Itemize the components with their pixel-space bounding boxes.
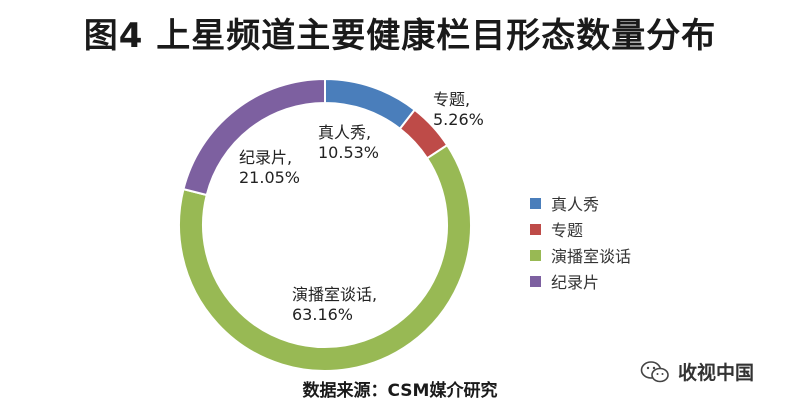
data-label-value-feature: 5.26% bbox=[433, 110, 484, 129]
chart-legend: 真人秀 专题 演播室谈话 纪录片 bbox=[530, 190, 631, 294]
legend-item-documentary: 纪录片 bbox=[530, 268, 631, 294]
chart-title: 图4 上星频道主要健康栏目形态数量分布 bbox=[83, 16, 717, 56]
wechat-icon bbox=[640, 360, 669, 382]
legend-label-studio-talk: 演播室谈话 bbox=[551, 247, 632, 266]
data-label-value-documentary: 21.05% bbox=[239, 168, 300, 187]
data-source: 数据来源：CSM媒介研究 bbox=[302, 381, 498, 401]
legend-swatch-reality-show bbox=[530, 197, 541, 209]
donut-segment-studio-talk bbox=[178, 143, 472, 372]
data-label-name-studio-talk: 演播室谈话, bbox=[292, 285, 377, 304]
legend-swatch-documentary bbox=[530, 275, 541, 287]
watermark: 收视中国 bbox=[640, 358, 754, 385]
donut-segments bbox=[178, 77, 472, 372]
legend-swatch-studio-talk bbox=[530, 249, 541, 261]
data-label-value-studio-talk: 63.16% bbox=[292, 305, 353, 324]
data-label-name-documentary: 纪录片, bbox=[239, 148, 292, 167]
legend-label-feature: 专题 bbox=[551, 221, 584, 240]
data-label-value-reality-show: 10.53% bbox=[318, 143, 379, 162]
legend-item-feature: 专题 bbox=[530, 216, 631, 242]
legend-item-studio-talk: 演播室谈话 bbox=[530, 242, 631, 268]
legend-item-reality-show: 真人秀 bbox=[530, 190, 631, 216]
watermark-text: 收视中国 bbox=[678, 362, 755, 384]
data-label-name-reality-show: 真人秀, bbox=[318, 123, 371, 142]
data-label-name-feature: 专题, bbox=[433, 90, 470, 109]
data-labels: 真人秀,10.53% 专题,5.26% 演播室谈话,63.16% 纪录片,21.05% bbox=[239, 90, 484, 324]
legend-label-reality-show: 真人秀 bbox=[551, 195, 600, 214]
legend-swatch-feature bbox=[530, 223, 541, 235]
donut-segment-reality-show bbox=[324, 77, 417, 131]
donut-segment-documentary bbox=[182, 77, 326, 197]
legend-label-documentary: 纪录片 bbox=[551, 273, 600, 292]
